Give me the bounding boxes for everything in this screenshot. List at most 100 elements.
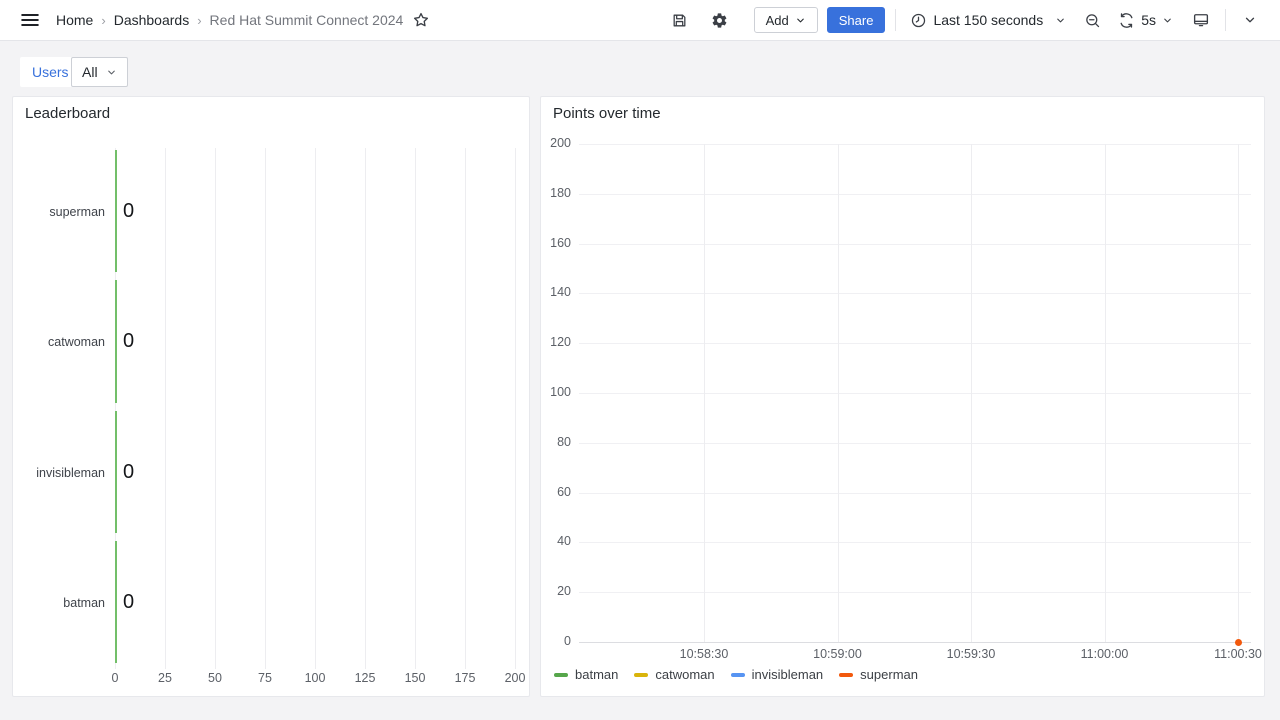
share-button[interactable]: Share [826, 7, 886, 33]
points-chart: 0 20 40 60 80 100 120 140 160 180 200 10:58:30 10:59… [541, 97, 1264, 696]
leaderboard-bar[interactable] [115, 280, 117, 403]
refresh-picker[interactable]: 5s [1114, 6, 1177, 34]
users-variable-dropdown[interactable]: All [71, 57, 128, 87]
leaderboard-value-label: 0 [123, 200, 135, 223]
leaderboard-value-label: 0 [123, 590, 135, 613]
top-nav-actions: Add Share Last 150 seconds [666, 6, 1264, 34]
save-dashboard-button[interactable] [666, 6, 694, 34]
grid-line [579, 193, 1251, 195]
grid-line [579, 592, 1251, 594]
chevron-down-icon [106, 67, 117, 78]
grid-line [579, 393, 1251, 394]
grid-line [165, 148, 166, 669]
leaderboard-panel: Leaderboard 0 25 50 75 100 125 150 175 200 superm… [12, 96, 530, 697]
dashboard-variables-row: Users All [0, 41, 1280, 96]
data-point[interactable] [1234, 638, 1242, 646]
leaderboard-bar[interactable] [115, 410, 117, 533]
leaderboard-value-label: 0 [123, 330, 135, 353]
y-axis-tick-label: 0 [564, 634, 571, 648]
legend-item[interactable]: batman [554, 667, 618, 682]
leaderboard-category-label: superman [49, 205, 105, 220]
zoom-out-time-button[interactable] [1078, 6, 1106, 34]
legend-series-color [634, 672, 649, 677]
leaderboard-category-label: invisibleman [36, 465, 105, 480]
save-icon [671, 12, 688, 29]
x-axis-tick-label: 200 [504, 671, 526, 685]
points-over-time-panel: Points over time 0 20 40 60 80 100 120 140 160 18… [540, 96, 1265, 697]
y-axis-tick-label: 80 [557, 434, 571, 449]
leaderboard-bar[interactable] [115, 150, 117, 273]
grid-line [579, 293, 1251, 295]
legend-series-name: invisibleman [751, 667, 824, 682]
grid-line [515, 148, 516, 669]
legend-series-color [730, 672, 745, 677]
y-axis-tick-label: 120 [550, 335, 571, 350]
favorite-button[interactable] [407, 6, 435, 34]
x-axis-tick-label: 10:58:30 [679, 647, 729, 661]
chevron-down-icon [1055, 15, 1066, 26]
dashboard-settings-button[interactable] [706, 6, 734, 34]
breadcrumb-dashboards[interactable]: Dashboards [113, 12, 190, 28]
y-axis-tick-label: 160 [550, 235, 571, 250]
y-axis-tick-label: 100 [550, 385, 571, 399]
toolbar-divider [895, 9, 897, 31]
leaderboard-bar[interactable] [115, 540, 117, 663]
x-axis-tick-label: 100 [304, 671, 326, 685]
legend-series-color [554, 672, 568, 677]
collapse-toolbar-button[interactable] [1236, 6, 1264, 34]
x-axis-tick-label: 0 [111, 671, 119, 685]
x-axis-tick-label: 11:00:00 [1080, 647, 1129, 661]
points-legend: batman catwoman invisibleman superman [554, 667, 918, 682]
grid-line [115, 148, 116, 669]
x-axis-tick-label: 25 [158, 671, 172, 685]
grid-line [265, 148, 266, 669]
leaderboard-chart: 0 25 50 75 100 125 150 175 200 superman 0 catwoman 0… [13, 97, 529, 696]
chevron-down-icon [1243, 13, 1257, 27]
grid-line [215, 148, 216, 669]
toolbar-divider [1225, 9, 1226, 31]
grid-line [315, 148, 316, 669]
legend-item[interactable]: superman [839, 667, 918, 682]
grid-line [971, 144, 972, 642]
breadcrumb-separator: › [197, 12, 202, 28]
x-axis-tick-label: 125 [354, 671, 376, 685]
top-nav: Home › Dashboards › Red Hat Summit Conne… [0, 0, 1280, 41]
grid-line [1104, 144, 1106, 642]
x-axis-tick-label: 150 [404, 671, 426, 685]
x-axis-tick-label: 175 [454, 671, 476, 685]
users-variable-label[interactable]: Users [20, 57, 81, 87]
grid-line [579, 144, 1251, 145]
panel-title[interactable]: Points over time [553, 105, 661, 122]
star-icon [412, 11, 430, 29]
hamburger-icon [19, 9, 41, 31]
time-range-label: Last 150 seconds [933, 12, 1044, 28]
grid-line [579, 492, 1251, 494]
grid-line [579, 343, 1251, 345]
grid-line [415, 148, 416, 669]
tv-icon [1192, 11, 1210, 29]
grid-line [579, 243, 1251, 245]
menu-button[interactable] [16, 6, 44, 34]
legend-item[interactable]: catwoman [634, 667, 715, 682]
grid-line [365, 148, 366, 669]
panel-title[interactable]: Leaderboard [25, 105, 111, 122]
time-range-picker[interactable]: Last 150 seconds [906, 6, 1070, 34]
grid-line [579, 642, 1251, 643]
x-axis-tick-label: 75 [258, 671, 272, 685]
x-axis-tick-label: 10:59:30 [946, 647, 996, 661]
leaderboard-category-label: batman [63, 595, 105, 610]
zoom-out-icon [1084, 12, 1101, 29]
chevron-down-icon [1162, 15, 1173, 26]
legend-item[interactable]: invisibleman [730, 667, 824, 682]
chevron-down-icon [795, 15, 806, 26]
clock-icon [910, 12, 927, 29]
breadcrumb-home[interactable]: Home [56, 12, 94, 28]
grid-line [579, 542, 1251, 544]
legend-series-color [839, 672, 854, 677]
add-button[interactable]: Add [753, 7, 818, 33]
y-axis-tick-label: 180 [550, 185, 571, 200]
legend-series-name: superman [860, 667, 918, 682]
users-variable-value: All [82, 64, 98, 80]
leaderboard-category-label: catwoman [48, 335, 105, 350]
tv-mode-button[interactable] [1187, 6, 1215, 34]
